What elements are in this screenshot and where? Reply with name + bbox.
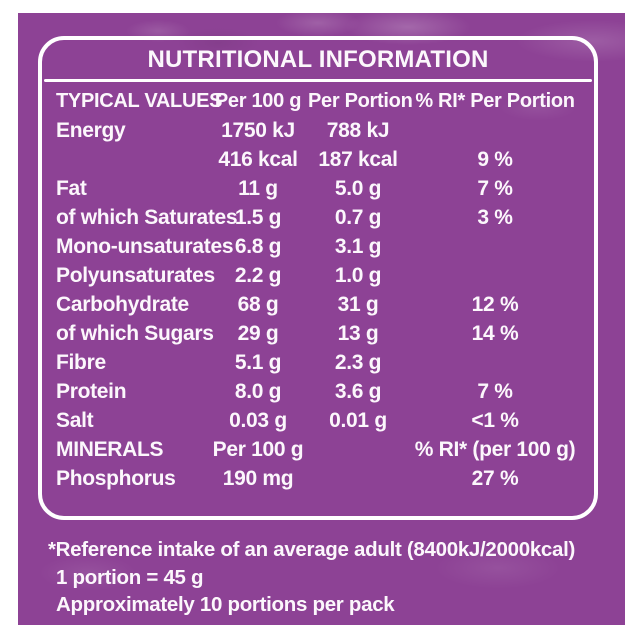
table-row: of which Saturates 1.5 g 0.7 g 3 % xyxy=(42,203,594,232)
title-separator xyxy=(44,79,592,82)
footnote-line: 1 portion = 45 g xyxy=(56,565,204,589)
value-ri: 12 % xyxy=(471,293,519,316)
value-per-portion xyxy=(308,435,408,464)
value-ri: % RI* (per 100 g) xyxy=(414,438,576,461)
table-row: Polyunsaturates 2.2 g 1.0 g xyxy=(42,261,594,290)
nutrition-panel: NUTRITIONAL INFORMATION TYPICAL VALUES Pe… xyxy=(38,36,598,520)
nutrient-name: Salt xyxy=(56,409,94,432)
table-row: Fat 11 g 5.0 g 7 % xyxy=(42,174,594,203)
value-per-portion xyxy=(308,464,408,493)
nutrient-name: Protein xyxy=(56,380,127,403)
value-per-portion: 13 g xyxy=(337,322,379,345)
nutrient-name: Fat xyxy=(56,177,87,200)
value-per-100g: Per 100 g xyxy=(214,90,302,112)
nutrient-name: TYPICAL VALUES xyxy=(56,90,223,112)
nutrition-table: TYPICAL VALUES Per 100 g Per Portion% RI* … xyxy=(42,87,594,493)
value-per-portion: 788 kJ xyxy=(326,119,390,142)
nutrient-name: of which Saturates xyxy=(56,206,238,229)
label-background: NUTRITIONAL INFORMATION TYPICAL VALUES Pe… xyxy=(18,13,625,625)
value-ri xyxy=(408,348,582,377)
value-per-100g: 5.1 g xyxy=(234,351,282,374)
table-row: 416 kcal 187 kcal 9 % xyxy=(42,145,594,174)
value-ri: <1 % xyxy=(471,409,519,432)
value-per-100g: 190 mg xyxy=(222,467,294,490)
value-per-portion: 5.0 g xyxy=(334,177,382,200)
nutrient-name: MINERALS xyxy=(56,438,164,461)
value-per-portion: 3.6 g xyxy=(334,380,382,403)
panel-title: NUTRITIONAL INFORMATION xyxy=(147,45,489,73)
table-row: Fibre 5.1 g 2.3 g xyxy=(42,348,594,377)
value-per-portion: 0.7 g xyxy=(334,206,382,229)
table-row: Mono-unsaturates 6.8 g 3.1 g xyxy=(42,232,594,261)
value-per-100g: 416 kcal xyxy=(218,148,298,171)
value-per-100g: 2.2 g xyxy=(234,264,282,287)
nutrient-name: of which Sugars xyxy=(56,322,214,345)
value-ri: % RI* Per Portion xyxy=(415,90,575,112)
minerals-row: Phosphorus 190 mg 27 % xyxy=(42,464,594,493)
value-ri xyxy=(408,116,582,145)
value-per-100g: 6.8 g xyxy=(234,235,282,258)
value-per-portion: 0.01 g xyxy=(329,409,387,432)
value-ri: 7 % xyxy=(477,177,513,200)
value-per-100g: 68 g xyxy=(237,293,279,316)
nutrient-name: Phosphorus xyxy=(56,467,176,490)
value-per-portion: 187 kcal xyxy=(318,148,398,171)
value-per-100g: 1750 kJ xyxy=(221,119,295,142)
value-ri: 7 % xyxy=(477,380,513,403)
value-per-100g: 11 g xyxy=(238,177,278,200)
value-per-100g: Per 100 g xyxy=(212,438,304,461)
value-ri: 3 % xyxy=(477,206,513,229)
value-ri xyxy=(408,261,582,290)
value-per-portion: 3.1 g xyxy=(334,235,382,258)
nutrient-name: Energy xyxy=(56,119,126,142)
table-header-row: TYPICAL VALUES Per 100 g Per Portion% RI* … xyxy=(42,87,594,116)
value-per-100g: 0.03 g xyxy=(229,409,287,432)
value-per-100g: 29 g xyxy=(237,322,279,345)
minerals-header-row: MINERALS Per 100 g % RI* (per 100 g) xyxy=(42,435,594,464)
value-ri: 9 % xyxy=(477,148,513,171)
value-ri xyxy=(408,232,582,261)
table-row: Salt 0.03 g 0.01 g <1 % xyxy=(42,406,594,435)
value-ri: 14 % xyxy=(471,322,519,345)
table-row: Energy 1750 kJ 788 kJ xyxy=(42,116,594,145)
value-per-portion: 2.3 g xyxy=(334,351,382,374)
value-per-portion: 1.0 g xyxy=(334,264,382,287)
nutrient-name: Polyunsaturates xyxy=(56,264,215,287)
nutrient-name: Carbohydrate xyxy=(56,293,189,316)
footnotes: *Reference intake of an average adult (8… xyxy=(48,536,575,619)
nutrient-name: Fibre xyxy=(56,351,106,374)
table-row: Carbohydrate 68 g 31 g 12 % xyxy=(42,290,594,319)
value-per-portion: Per Portion xyxy=(308,90,413,112)
value-ri: 27 % xyxy=(471,467,519,490)
footnote-line: Approximately 10 portions per pack xyxy=(56,593,395,616)
value-per-100g: 8.0 g xyxy=(234,380,282,403)
nutrient-name xyxy=(56,145,208,174)
value-per-100g: 1.5 g xyxy=(234,206,282,229)
table-row: of which Sugars 29 g 13 g 14 % xyxy=(42,319,594,348)
table-row: Protein 8.0 g 3.6 g 7 % xyxy=(42,377,594,406)
nutrient-name: Mono-unsaturates xyxy=(56,235,234,258)
value-per-portion: 31 g xyxy=(337,293,379,316)
footnote-line: *Reference intake of an average adult (8… xyxy=(48,538,576,561)
